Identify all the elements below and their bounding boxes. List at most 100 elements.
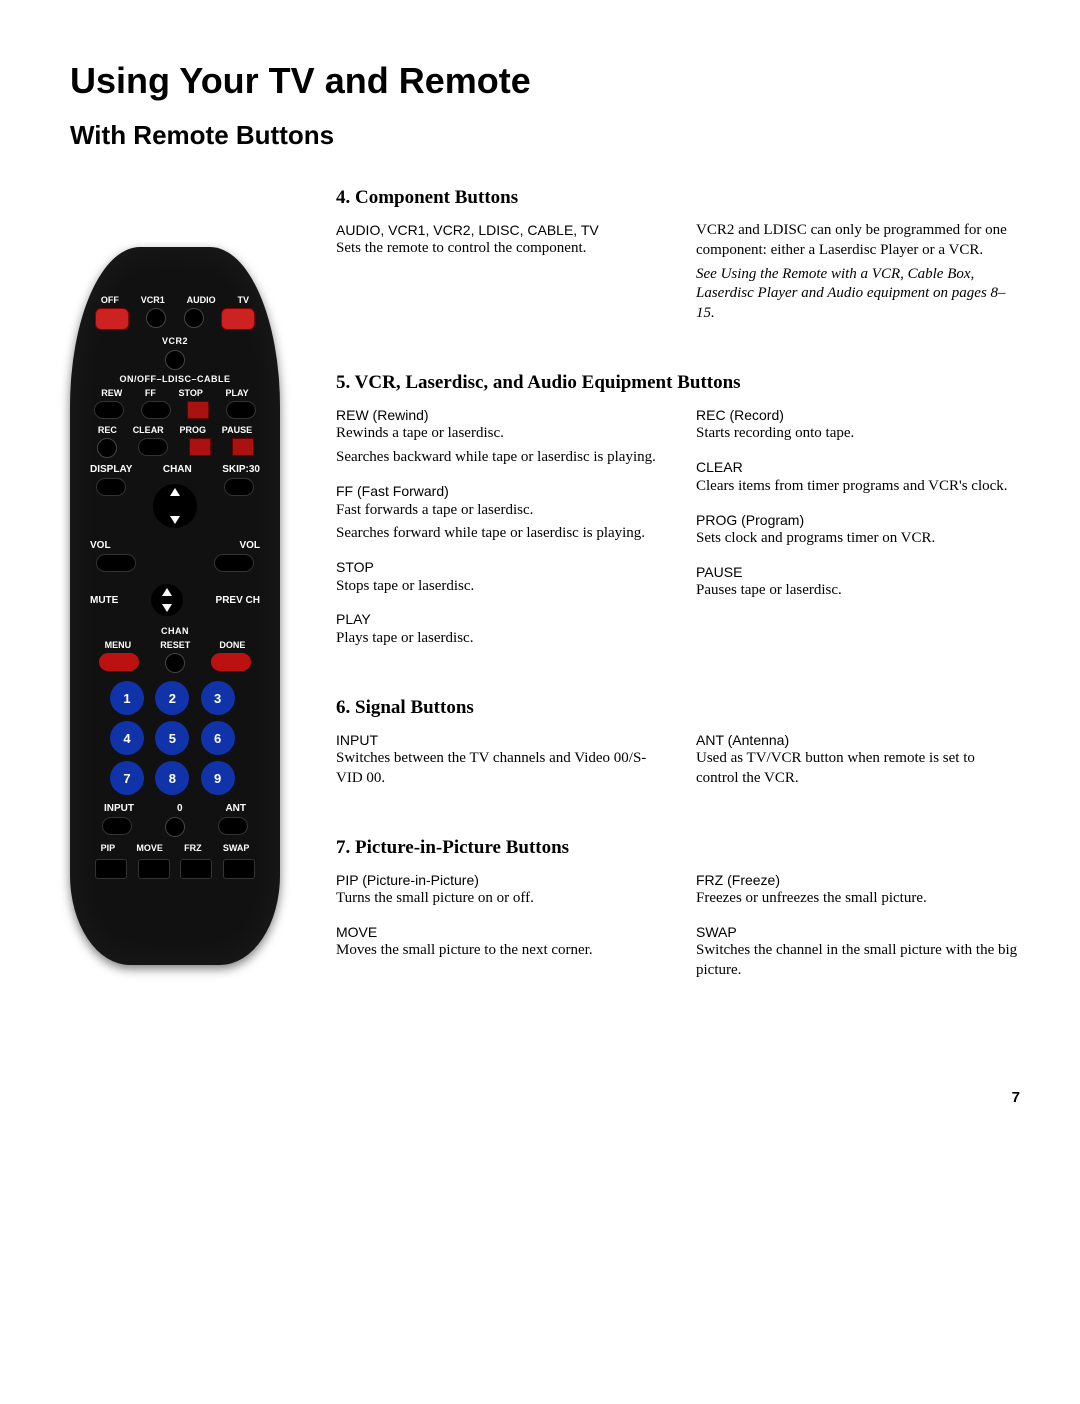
rew-button — [94, 401, 124, 419]
frz-button — [180, 859, 212, 879]
remote-label: ANT — [225, 803, 246, 814]
remote-label: FRZ — [184, 843, 202, 853]
vol-down-button — [96, 554, 136, 572]
entry-label: STOP — [336, 558, 660, 576]
entry-label: PROG (Program) — [696, 511, 1020, 529]
remote-label: VOL — [90, 540, 111, 551]
num-5: 5 — [155, 721, 189, 755]
remote-label: CHAN — [84, 626, 266, 636]
subtitle: With Remote Buttons — [70, 120, 1020, 151]
entry-desc: Fast forwards a tape or laserdisc. — [336, 502, 533, 518]
page-title: Using Your TV and Remote — [70, 60, 1020, 102]
num-4: 4 — [110, 721, 144, 755]
remote-label: PROG — [179, 425, 206, 435]
remote-label: 0 — [177, 803, 183, 814]
entry-desc: Sets the remote to control the component… — [336, 240, 586, 256]
stop-button — [187, 401, 209, 419]
remote-label: RESET — [160, 640, 190, 650]
entry-desc: Starts recording onto tape. — [696, 425, 854, 441]
remote-label: STOP — [179, 388, 203, 398]
entry-label: AUDIO, VCR1, VCR2, LDISC, CABLE, TV — [336, 221, 660, 239]
entry-desc: Turns the small picture on or off. — [336, 890, 534, 906]
page-number: 7 — [70, 1089, 1020, 1106]
ff-button — [141, 401, 171, 419]
section-4-title: 4. Component Buttons — [336, 187, 1020, 209]
ant-button — [218, 817, 248, 835]
remote-label: MUTE — [90, 595, 118, 606]
entry-desc: Clears items from timer programs and VCR… — [696, 478, 1008, 494]
done-button — [211, 653, 251, 671]
remote-label: REC — [98, 425, 117, 435]
remote-label: OFF — [101, 295, 119, 305]
num-3: 3 — [201, 681, 235, 715]
tv-button — [221, 308, 255, 330]
play-button — [226, 401, 256, 419]
chan-ring — [147, 478, 203, 534]
pause-button — [232, 438, 254, 456]
reset-button — [165, 653, 185, 673]
entry-desc: Freezes or unfreezes the small picture. — [696, 890, 927, 906]
remote-label: MENU — [105, 640, 132, 650]
remote-label: PIP — [101, 843, 116, 853]
num-7: 7 — [110, 761, 144, 795]
display-button — [96, 478, 126, 496]
entry-label: FRZ (Freeze) — [696, 871, 1020, 889]
remote-label: SWAP — [223, 843, 250, 853]
entry-label: ANT (Antenna) — [696, 731, 1020, 749]
remote-label: REW — [101, 388, 122, 398]
num-1: 1 — [110, 681, 144, 715]
num-2: 2 — [155, 681, 189, 715]
entry-label: SWAP — [696, 923, 1020, 941]
entry-label: FF (Fast Forward) — [336, 482, 660, 500]
section-5-title: 5. VCR, Laserdisc, and Audio Equipment B… — [336, 372, 1020, 394]
off-button — [95, 308, 129, 330]
num-6: 6 — [201, 721, 235, 755]
entry-desc: Moves the small picture to the next corn… — [336, 942, 593, 958]
entry-desc: Switches the channel in the small pictur… — [696, 942, 1017, 978]
entry-label: PIP (Picture-in-Picture) — [336, 871, 660, 889]
remote-label: PLAY — [225, 388, 248, 398]
pip-button — [95, 859, 127, 879]
entry-desc: Stops tape or laserdisc. — [336, 578, 474, 594]
move-button — [138, 859, 170, 879]
entry-label: CLEAR — [696, 458, 1020, 476]
remote-label: MOVE — [136, 843, 163, 853]
entry-sub: Searches backward while tape or laserdis… — [336, 448, 660, 468]
entry-desc: Rewinds a tape or laserdisc. — [336, 425, 504, 441]
entry-label: MOVE — [336, 923, 660, 941]
entry-label: REC (Record) — [696, 406, 1020, 424]
remote-label: ON/OFF–LDISC–CABLE — [84, 374, 266, 384]
swap-button — [223, 859, 255, 879]
entry-desc: Switches between the TV channels and Vid… — [336, 750, 646, 786]
remote-label: CHAN — [163, 464, 192, 475]
remote-label: INPUT — [104, 803, 134, 814]
num-0 — [165, 817, 185, 837]
remote-label: SKIP:30 — [222, 464, 260, 475]
clear-button — [138, 438, 168, 456]
entry-label: PLAY — [336, 610, 660, 628]
entry-desc: Plays tape or laserdisc. — [336, 630, 473, 646]
menu-button — [99, 653, 139, 671]
section-6-title: 6. Signal Buttons — [336, 697, 1020, 719]
entry-label: PAUSE — [696, 563, 1020, 581]
remote-label: FF — [145, 388, 156, 398]
skip-button — [224, 478, 254, 496]
vcr1-button — [146, 308, 166, 328]
entry-label: REW (Rewind) — [336, 406, 660, 424]
remote-label: VOL — [239, 540, 260, 551]
prog-button — [189, 438, 211, 456]
remote-label: DISPLAY — [90, 464, 132, 475]
entry-desc: Used as TV/VCR button when remote is set… — [696, 750, 975, 786]
remote-label: PAUSE — [222, 425, 252, 435]
chan-ring-2 — [145, 578, 189, 622]
remote-label: AUDIO — [187, 295, 216, 305]
remote-label: VCR2 — [84, 336, 266, 346]
vcr2-button — [165, 350, 185, 370]
entry-desc: VCR2 and LDISC can only be programmed fo… — [696, 222, 1007, 258]
remote-illustration: OFF VCR1 AUDIO TV VCR2 ON/OFF–LDISC–CABL… — [70, 247, 280, 965]
vol-up-button — [214, 554, 254, 572]
rec-button — [97, 438, 117, 458]
input-button — [102, 817, 132, 835]
section-7-title: 7. Picture-in-Picture Buttons — [336, 837, 1020, 859]
remote-label: PREV CH — [216, 595, 260, 606]
